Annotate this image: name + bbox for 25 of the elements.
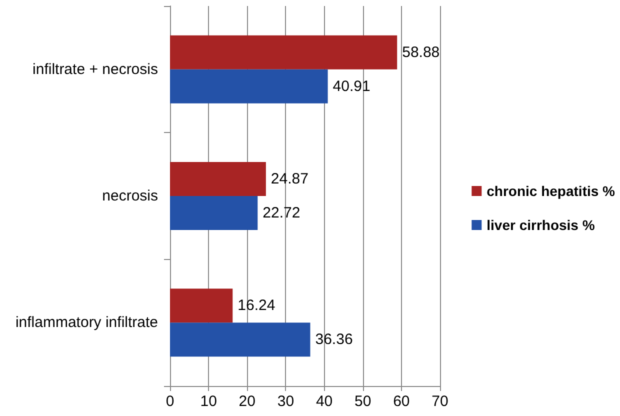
data-label: 22.72 xyxy=(262,204,300,222)
data-label: 36.36 xyxy=(315,331,353,348)
data-label: 40.91 xyxy=(332,78,370,95)
x-tick-label: 50 xyxy=(354,393,372,410)
bar xyxy=(170,35,398,70)
bar xyxy=(170,162,266,196)
bar xyxy=(170,196,258,230)
x-tick-label: 0 xyxy=(166,393,174,410)
bar xyxy=(170,69,328,104)
x-tick-label: 10 xyxy=(200,393,217,410)
bar xyxy=(170,288,233,323)
x-tick-label: 60 xyxy=(393,393,410,410)
data-label: 58.88 xyxy=(402,44,440,61)
legend-label: liver cirrhosis % xyxy=(486,217,596,233)
legend-label: chronic hepatitis % xyxy=(486,183,616,199)
data-label: 24.87 xyxy=(270,170,308,188)
data-label: 16.24 xyxy=(238,297,276,314)
y-tick-label: infiltrate + necrosis xyxy=(32,60,158,78)
y-tick-label: inflammatory infiltrate xyxy=(15,314,158,332)
x-tick-label: 30 xyxy=(277,393,294,410)
y-tick-label: necrosis xyxy=(102,188,158,204)
x-tick-label: 20 xyxy=(238,393,256,410)
x-tick-label: 40 xyxy=(316,393,333,410)
x-tick-label: 70 xyxy=(432,393,448,410)
bar xyxy=(170,322,310,357)
